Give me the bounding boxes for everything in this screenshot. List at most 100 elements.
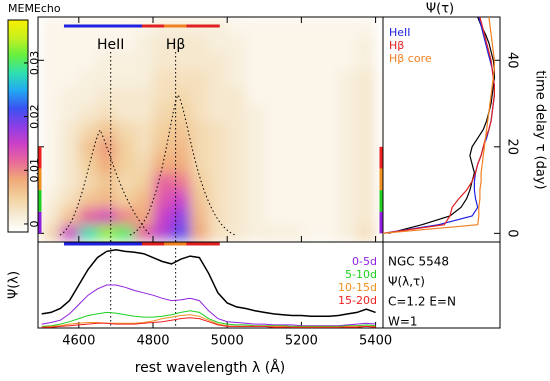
heat-cell bbox=[60, 68, 80, 87]
heat-cell bbox=[264, 103, 284, 122]
heat-cell bbox=[153, 120, 173, 139]
heat-cell bbox=[134, 86, 154, 105]
delay-curve bbox=[382, 16, 495, 234]
heat-cell bbox=[171, 68, 191, 87]
heat-cell bbox=[171, 190, 191, 208]
heat-cell bbox=[264, 34, 284, 53]
heat-cell bbox=[319, 190, 339, 208]
heat-cell bbox=[338, 155, 358, 174]
heat-cell bbox=[282, 34, 302, 53]
heat-cell bbox=[357, 17, 377, 35]
heat-cell bbox=[60, 155, 80, 174]
heat-cell bbox=[60, 172, 80, 191]
heat-cell bbox=[282, 190, 302, 208]
legend-entry: 15-20d bbox=[338, 294, 377, 307]
heat-cell bbox=[78, 86, 98, 105]
heat-cell bbox=[153, 224, 173, 242]
heat-cell bbox=[227, 207, 247, 226]
heat-cell bbox=[338, 34, 358, 53]
legend-entry: Hβ bbox=[389, 39, 404, 52]
info-text: C=1.2 E=N bbox=[388, 295, 456, 309]
heat-cell bbox=[338, 86, 358, 105]
heat-cell bbox=[153, 172, 173, 191]
heat-cell bbox=[264, 51, 284, 70]
heat-cell bbox=[153, 103, 173, 122]
heat-cell bbox=[245, 120, 265, 139]
heat-cell bbox=[153, 86, 173, 105]
heat-cell bbox=[153, 155, 173, 174]
heat-cell bbox=[319, 17, 339, 35]
colorbar-tick-label: 0.02 bbox=[28, 104, 41, 129]
heat-cell bbox=[41, 190, 61, 208]
legend-entry: 5-10d bbox=[345, 268, 377, 281]
heat-cell bbox=[208, 120, 228, 139]
heat-cell bbox=[264, 86, 284, 105]
x-tick-label: 4600 bbox=[62, 334, 95, 349]
figure-title: MEMEcho bbox=[8, 2, 61, 15]
heat-cell bbox=[115, 51, 135, 70]
y-tick-label: 40 bbox=[505, 52, 520, 69]
heat-cell bbox=[227, 17, 247, 35]
legend-entry: Hβ core bbox=[389, 52, 432, 65]
heat-cell bbox=[60, 103, 80, 122]
heat-cell bbox=[134, 172, 154, 191]
heat-cell bbox=[282, 86, 302, 105]
heat-cell bbox=[319, 172, 339, 191]
heat-cell bbox=[171, 120, 191, 139]
heat-cell bbox=[134, 51, 154, 70]
heat-cell bbox=[115, 68, 135, 87]
heat-cell bbox=[264, 120, 284, 139]
heat-cell bbox=[115, 172, 135, 191]
heat-cell bbox=[190, 103, 210, 122]
heat-cell bbox=[338, 68, 358, 87]
spectrum-curve bbox=[41, 284, 376, 327]
heat-cell bbox=[319, 120, 339, 139]
heat-cell bbox=[264, 138, 284, 156]
heat-cell bbox=[115, 103, 135, 122]
envelope bbox=[59, 128, 151, 236]
heat-cell bbox=[357, 190, 377, 208]
heat-cell bbox=[301, 138, 321, 156]
line-label: Hβ bbox=[166, 37, 185, 53]
heat-cell bbox=[208, 34, 228, 53]
colorbar-tick-label: 0.03 bbox=[28, 51, 41, 75]
heat-cell bbox=[227, 34, 247, 53]
heat-cell bbox=[301, 34, 321, 53]
heat-cell bbox=[208, 51, 228, 70]
heat-cell bbox=[97, 103, 117, 122]
heat-cell bbox=[319, 86, 339, 105]
heat-cell bbox=[227, 68, 247, 87]
heat-cell bbox=[227, 172, 247, 191]
heat-cell bbox=[190, 172, 210, 191]
spectrum-curve bbox=[41, 249, 376, 318]
heat-cell bbox=[357, 120, 377, 139]
heat-cell bbox=[60, 207, 80, 226]
heat-cell bbox=[338, 51, 358, 70]
heat-cell bbox=[171, 51, 191, 70]
heat-cell bbox=[245, 51, 265, 70]
heat-cell bbox=[190, 51, 210, 70]
heat-cell bbox=[78, 103, 98, 122]
heat-cell bbox=[134, 207, 154, 226]
heat-cell bbox=[208, 172, 228, 191]
heat-cell bbox=[264, 68, 284, 87]
legend-entry: 0-5d bbox=[352, 255, 377, 268]
heat-cell bbox=[227, 190, 247, 208]
heat-cell bbox=[171, 224, 191, 242]
heat-cell bbox=[282, 224, 302, 242]
heat-cell bbox=[153, 68, 173, 87]
spectrum-curve bbox=[41, 310, 376, 327]
heat-cell bbox=[171, 86, 191, 105]
heat-cell bbox=[78, 120, 98, 139]
heat-cell bbox=[97, 207, 117, 226]
heat-cell bbox=[190, 224, 210, 242]
heat-cell bbox=[41, 207, 61, 226]
heat-cell bbox=[115, 190, 135, 208]
heat-cell bbox=[338, 17, 358, 35]
x-tick-label: 5200 bbox=[285, 334, 318, 349]
heat-cell bbox=[134, 155, 154, 174]
heat-cell bbox=[190, 138, 210, 156]
heat-cell bbox=[41, 51, 61, 70]
heat-cell bbox=[338, 224, 358, 242]
heat-cell bbox=[190, 155, 210, 174]
